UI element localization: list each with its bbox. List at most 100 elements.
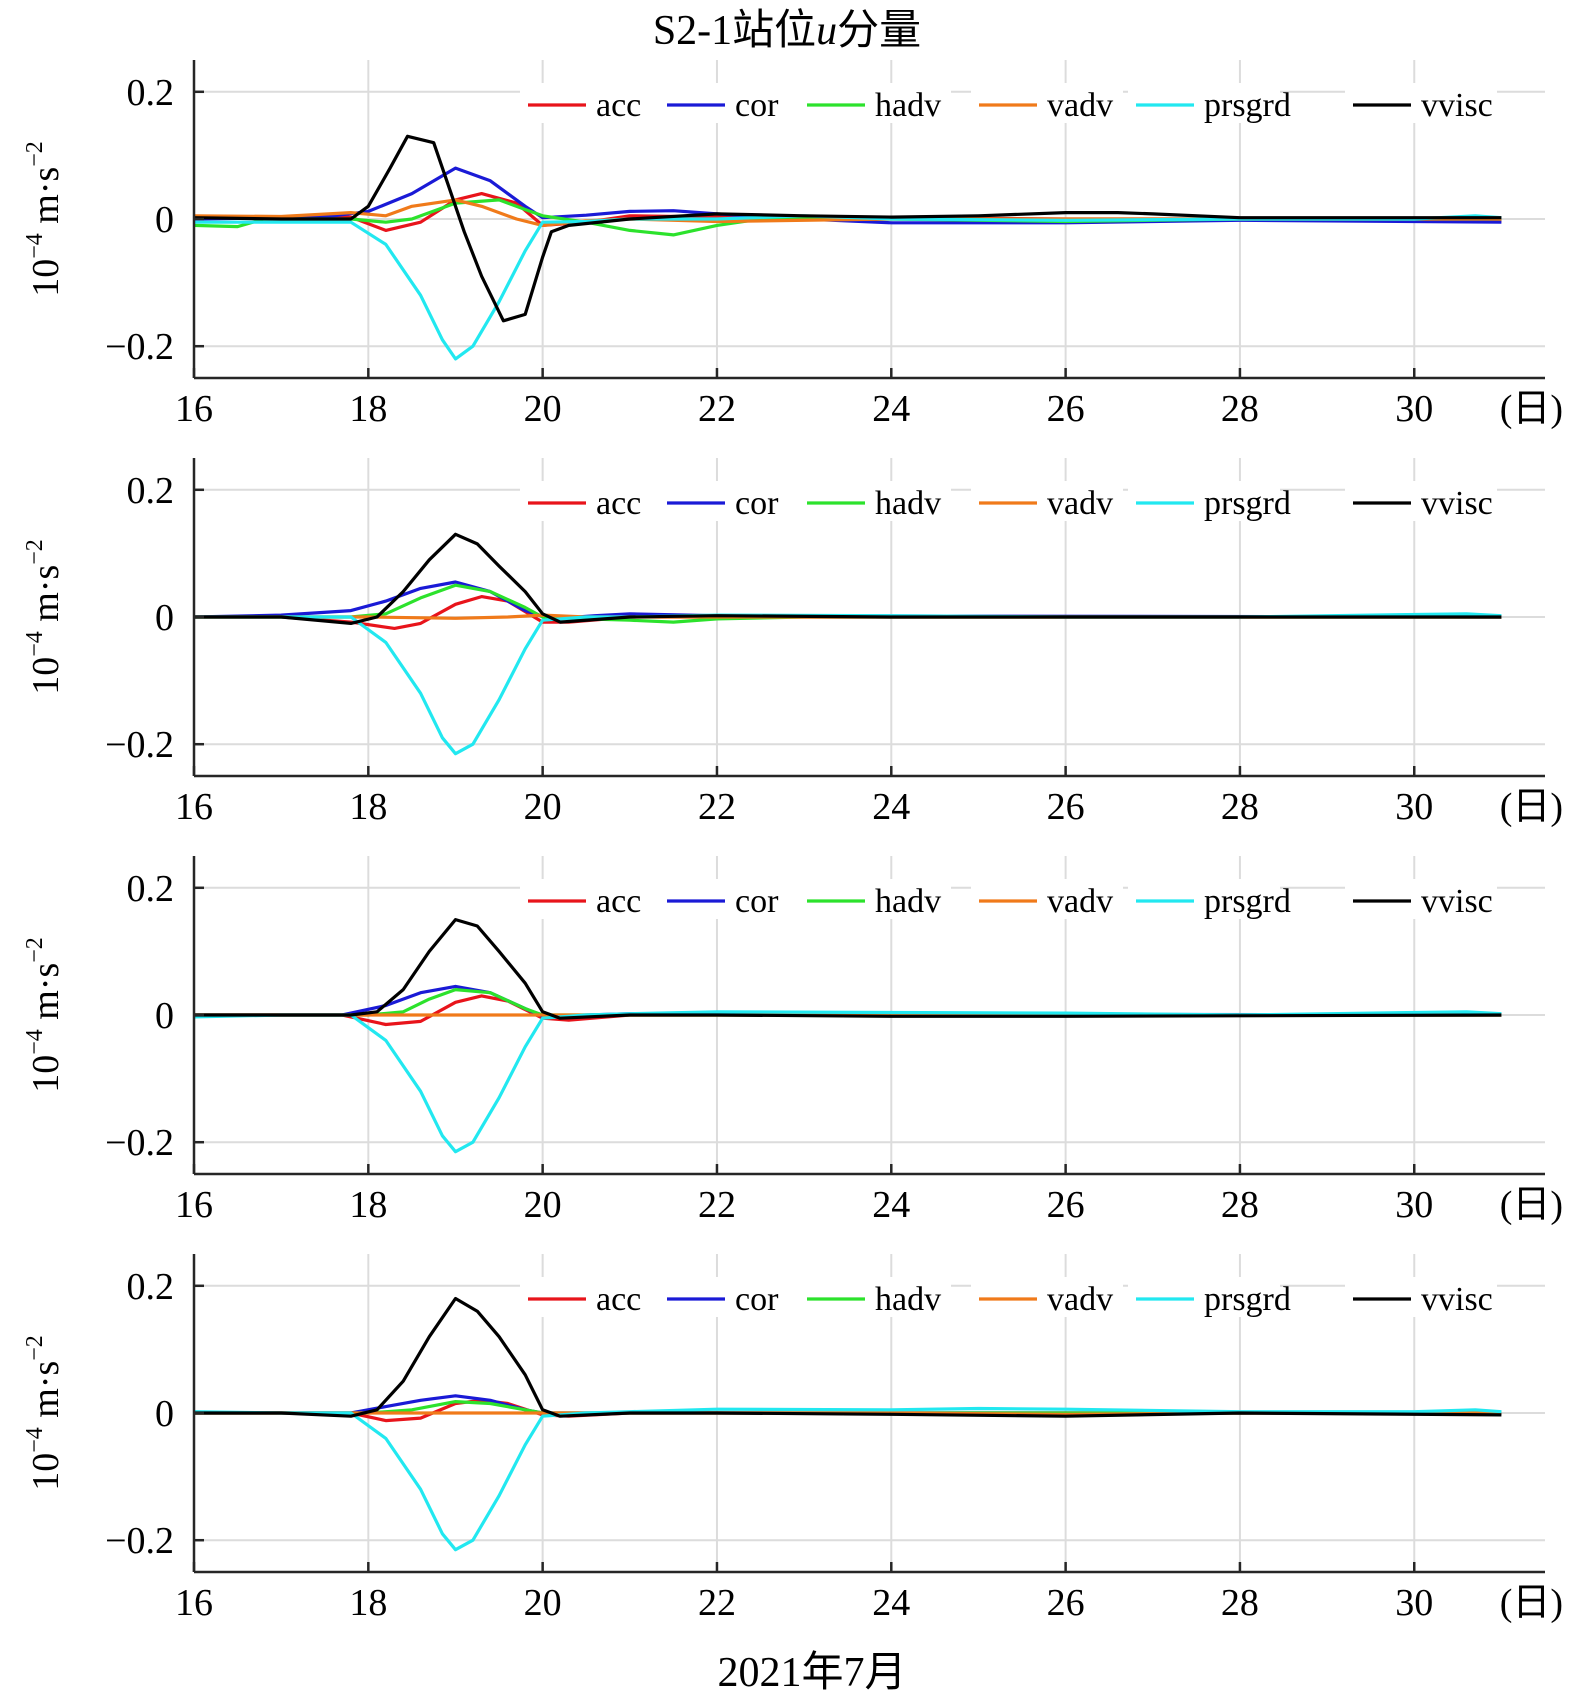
legend-label-cor: cor — [735, 87, 779, 124]
x-tick-label: 24 — [872, 1582, 910, 1624]
y-axis-label-unit: m·s — [25, 1361, 67, 1428]
legend-label-prsgrd: prsgrd — [1204, 883, 1291, 920]
x-tick-label: 24 — [872, 1184, 910, 1226]
x-tick-label: 18 — [349, 1582, 387, 1624]
legend-label-vadv: vadv — [1047, 87, 1113, 124]
legend-item-acc: acc — [520, 1277, 672, 1318]
legend-item-cor: cor — [659, 879, 811, 920]
y-axis-label-exp: −4 — [22, 1427, 48, 1453]
legend-backdrop — [659, 1277, 811, 1317]
legend-item-vadv: vadv — [971, 481, 1123, 522]
title-suffix: 分量 — [837, 8, 921, 54]
y-axis-label-unit: m·s — [25, 565, 67, 632]
legend-item-vvisc: vvisc — [1345, 83, 1497, 124]
legend-item-prsgrd: prsgrd — [1128, 83, 1291, 124]
chart-title: S2-1站位u分量 — [653, 7, 921, 54]
x-tick-label: 20 — [524, 388, 562, 430]
x-tick-label: 28 — [1221, 1184, 1259, 1226]
legend-label-vadv: vadv — [1047, 1281, 1113, 1318]
legend-backdrop — [520, 879, 672, 919]
y-axis-label-unit-exp: −2 — [22, 937, 48, 963]
legend-label-acc: acc — [596, 883, 641, 920]
y-axis-label-exp: −4 — [22, 1029, 48, 1055]
x-tick-label: 30 — [1395, 786, 1433, 828]
legend-item-acc: acc — [520, 879, 672, 920]
x-tick-label: 26 — [1047, 1582, 1085, 1624]
y-tick-label: −0.2 — [105, 724, 174, 766]
legend-item-cor: cor — [659, 481, 811, 522]
legend-item-vadv: vadv — [971, 1277, 1123, 1318]
legend-label-vvisc: vvisc — [1421, 87, 1493, 124]
x-tick-label: 28 — [1221, 1582, 1259, 1624]
legend-label-cor: cor — [735, 883, 779, 920]
legend-item-hadv: hadv — [799, 1277, 951, 1318]
y-tick-label: −0.2 — [105, 1520, 174, 1562]
legend-backdrop — [971, 481, 1123, 521]
legend-item-hadv: hadv — [799, 879, 951, 920]
series-line-prsgrd — [193, 1010, 1502, 1154]
legend-label-acc: acc — [596, 87, 641, 124]
legend-backdrop — [1128, 481, 1280, 521]
y-axis-label: 10−4 m·s−2 — [22, 539, 67, 695]
legend-label-hadv: hadv — [875, 1281, 941, 1318]
series-line-vvisc — [194, 1296, 1502, 1418]
legend-backdrop — [1345, 83, 1497, 123]
series-line-prsgrd — [193, 1406, 1502, 1552]
legend-label-vvisc: vvisc — [1421, 883, 1493, 920]
legend-item-hadv: hadv — [799, 83, 951, 124]
x-tick-label: 18 — [349, 1184, 387, 1226]
legend-item-vvisc: vvisc — [1345, 879, 1497, 920]
y-tick-label: 0 — [155, 1393, 174, 1435]
x-tick-label: 16 — [175, 388, 213, 430]
legend-backdrop — [1345, 1277, 1497, 1317]
legend-label-hadv: hadv — [875, 485, 941, 522]
panel-3: 16 18 20 22 24 26 28 30 (日) −0.2 0 0.2 10−4 m·s−2 acc… — [22, 856, 1563, 1226]
legend-label-hadv: hadv — [875, 87, 941, 124]
legend-label-acc: acc — [596, 1281, 641, 1318]
y-axis-label-base: 10 — [25, 657, 67, 695]
x-tick-label: 26 — [1047, 1184, 1085, 1226]
x-tick-label: 30 — [1395, 1184, 1433, 1226]
y-axis-label: 10−4 m·s−2 — [22, 141, 67, 297]
x-tick-label: 24 — [872, 388, 910, 430]
x-tick-label: 24 — [872, 786, 910, 828]
legend-item-prsgrd: prsgrd — [1128, 1277, 1291, 1318]
y-tick-label: 0.2 — [127, 868, 175, 910]
legend-item-cor: cor — [659, 1277, 811, 1318]
legend-backdrop — [971, 1277, 1123, 1317]
legend-label-prsgrd: prsgrd — [1204, 1281, 1291, 1318]
legend-item-vvisc: vvisc — [1345, 481, 1497, 522]
legend-backdrop — [1128, 1277, 1280, 1317]
legend-item-prsgrd: prsgrd — [1128, 481, 1291, 522]
panels: 16 18 20 22 24 26 28 30 (日)−0.200.210−4 m·s−2acc… — [22, 60, 1563, 1624]
legend-backdrop — [520, 1277, 672, 1317]
y-axis-label: 10−4 m·s−2 — [22, 1335, 67, 1491]
y-axis-label-base: 10 — [25, 259, 67, 297]
y-axis-label: 10−4 m·s−2 — [22, 937, 67, 1093]
legend-label-vvisc: vvisc — [1421, 1281, 1493, 1318]
legend-label-cor: cor — [735, 485, 779, 522]
x-unit-label: (日) — [1500, 1184, 1563, 1226]
panel-2: 16 18 20 22 24 26 28 30 (日) −0.2 0 0.2 10−4 m·s−2 acc… — [22, 458, 1563, 828]
legend-backdrop — [799, 481, 951, 521]
x-tick-label: 22 — [698, 1184, 736, 1226]
y-axis-label-base: 10 — [25, 1453, 67, 1491]
x-tick-label: 16 — [175, 1582, 213, 1624]
series-line-prsgrd — [194, 214, 1502, 361]
x-axis-label: 2021年7月 — [717, 1649, 906, 1696]
y-axis-label-unit-exp: −2 — [22, 141, 48, 167]
legend-item-vadv: vadv — [971, 83, 1123, 124]
x-tick-label: 20 — [524, 786, 562, 828]
x-tick-label: 18 — [349, 786, 387, 828]
legend-label-acc: acc — [596, 485, 641, 522]
x-tick-label: 20 — [524, 1582, 562, 1624]
x-unit-label: (日) — [1500, 1582, 1563, 1624]
y-tick-label: 0 — [155, 199, 174, 241]
legend-backdrop — [1128, 83, 1280, 123]
x-tick-label: 16 — [175, 786, 213, 828]
legend-backdrop — [520, 481, 672, 521]
legend-backdrop — [659, 83, 811, 123]
y-tick-label: 0.2 — [127, 470, 175, 512]
legend-item-cor: cor — [659, 83, 811, 124]
